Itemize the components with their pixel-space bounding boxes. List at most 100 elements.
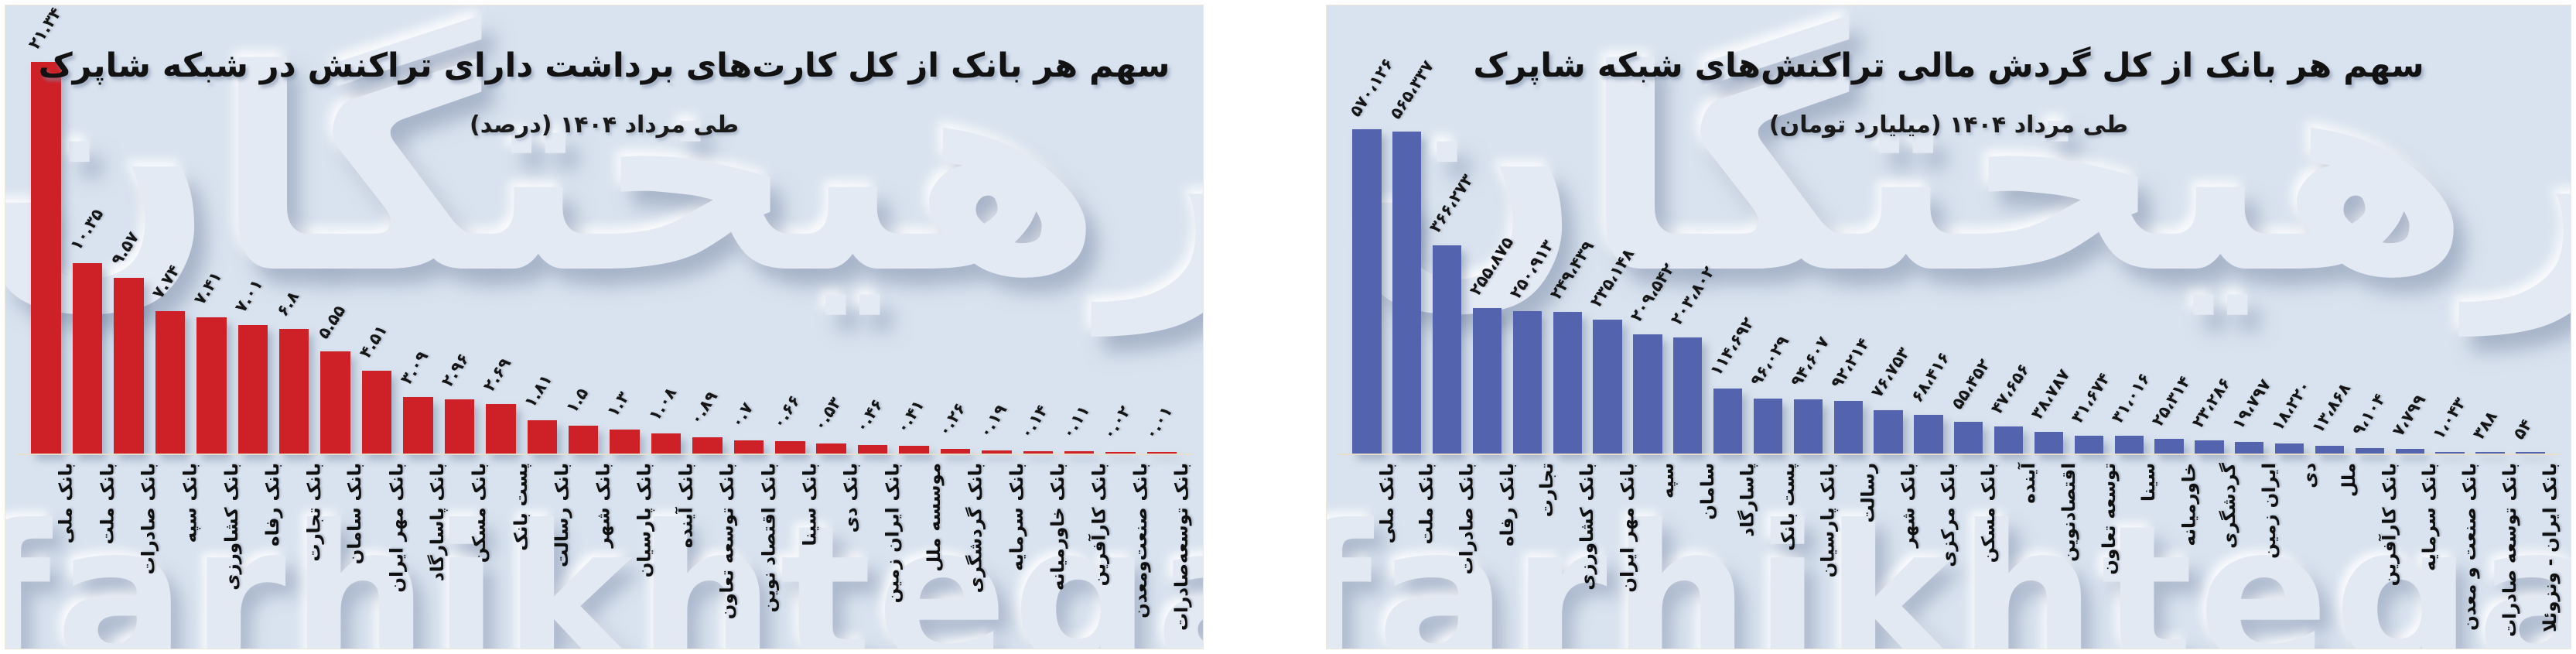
bar-column: ۴.۵۱ بانک مهر ایران xyxy=(355,50,407,593)
bar-value-label: ۷۶،۷۵۳ xyxy=(1867,344,1914,401)
bar xyxy=(155,311,186,454)
bar xyxy=(1954,422,1983,454)
bar xyxy=(1633,334,1662,454)
bar-column: ۲۱.۳۴ بانک ملی xyxy=(25,5,77,543)
bar-column: ۱۰.۳۵ بانک ملت xyxy=(66,50,118,545)
bar xyxy=(279,328,309,454)
watermark-latin: farhikhtegan xyxy=(5,484,1203,649)
bar-column: ۰.۱۱ بانک کارآفرین xyxy=(1057,50,1110,586)
bar-column: ۱.۰۸ بانک آینده xyxy=(644,50,696,548)
bar-plot: ۵۷۰،۱۲۶ بانک ملی ۵۶۵،۳۳۷ بانک ملت ۳۶۶،۲۷۳ بان… xyxy=(1338,55,2561,637)
bar-column: ۹۲،۲۱۴ رسالت xyxy=(1827,121,1878,523)
bar xyxy=(1833,401,1863,454)
bar-category-label: بانک شهر xyxy=(593,463,614,548)
bar-category-label: بانک ایران - ونزوئلا xyxy=(2540,463,2561,633)
bar xyxy=(2235,442,2264,454)
bar xyxy=(1994,426,2024,454)
bar-category-label: بانک ملت xyxy=(97,463,118,545)
bar-category-label: بانک کارآفرین xyxy=(2380,463,2400,587)
bar-category-label: بانک ملت xyxy=(1416,463,1437,545)
bar xyxy=(692,437,723,454)
bar-value-label: ۲۵،۳۱۴ xyxy=(2147,372,2195,430)
bar-column: ۳۱،۶۷۴ توسعه تعاون xyxy=(2068,121,2119,575)
bar xyxy=(982,450,1012,454)
bar-category-label: سپه xyxy=(1657,463,1678,498)
bar-column: ۳۸،۷۸۷ اقتصادنوین xyxy=(2028,121,2079,562)
bar-category-label: بانک شهر xyxy=(1898,463,1919,548)
bar xyxy=(1472,307,1502,454)
bar xyxy=(1064,451,1095,454)
bar-value-label: ۲.۶۹ xyxy=(479,354,515,395)
bar xyxy=(444,399,475,454)
bar xyxy=(1352,128,1382,454)
bar-value-label: ۰.۴۶ xyxy=(851,395,887,437)
bar xyxy=(2395,449,2424,454)
bar-value-label: ۱۰.۳۵ xyxy=(66,205,107,255)
bar xyxy=(1105,451,1136,454)
bar xyxy=(527,420,557,454)
bar-value-label: ۹۲،۲۱۴ xyxy=(1826,334,1874,392)
bar-value-label: ۷.۷۴ xyxy=(149,262,184,303)
bar-column: ۲.۹۶ بانک مسکن xyxy=(438,50,490,563)
bar-column: ۳.۰۹ بانک پاسارگاد xyxy=(397,50,449,581)
bar-value-label: ۱۳،۸۶۸ xyxy=(2308,379,2355,437)
bar xyxy=(2435,451,2465,454)
bar-value-label: ۹.۵۷ xyxy=(107,228,143,269)
bar-column: ۱۸،۲۲۰ دی xyxy=(2268,121,2319,488)
bar-column: ۲۵،۳۱۴ خاورمیانه xyxy=(2148,121,2199,546)
bar-category-label: پاسارگاد xyxy=(1737,463,1758,537)
bar-category-label: بانک گردشگری xyxy=(965,463,986,594)
bar-column: ۱۱۴،۶۹۲ پاسارگاد xyxy=(1707,121,1758,536)
bar-category-label: بانک مهر ایران xyxy=(387,463,408,593)
bar-column: ۵۴ بانک ایران - ونزوئلا xyxy=(2509,121,2560,632)
bar xyxy=(2195,440,2224,454)
bar-value-label: ۰.۶۶ xyxy=(768,392,805,433)
bar-column: ۰.۱۴ بانک خاورمیانه xyxy=(1016,50,1068,591)
chart-title: سهم هر بانک از کل کارت‌های برداشت دارای … xyxy=(38,46,1170,85)
bar-category-label: بانک آینده xyxy=(676,463,697,549)
bar-value-label: ۰.۱۱ xyxy=(1057,402,1094,443)
bar-column: ۹۴،۶۰۷ بانک پارسیان xyxy=(1787,121,1838,577)
watermark-persian: فرهیختگان xyxy=(5,10,1203,334)
bar xyxy=(940,448,971,454)
bar-category-label: بانک کشاورزی xyxy=(1577,463,1598,591)
bar-category-label: بانک رفاه xyxy=(262,463,283,546)
bar-value-label: ۲۳،۲۸۶ xyxy=(2188,374,2234,431)
bar-value-label: ۶.۸ xyxy=(272,287,303,320)
bar-category-label: بانک کشاورزی xyxy=(221,463,242,591)
bar-column: ۱،۰۴۳ بانک صنعت و معدن xyxy=(2429,121,2480,631)
bar-column: ۱.۳ بانک پارسیان xyxy=(603,50,655,577)
bar-column: ۳۱،۰۱۶ سینا xyxy=(2108,121,2159,502)
bar-value-label: ۷،۷۹۹ xyxy=(2388,391,2430,440)
bar-column: ۰.۴۱ موسسه ملل xyxy=(893,50,945,572)
bar-category-label: بانک مسکن xyxy=(469,463,490,563)
bar xyxy=(1874,409,1903,454)
bar-category-label: بانک پارسیان xyxy=(634,463,655,578)
bar xyxy=(2475,451,2505,454)
bar-column: ۰.۸۹ بانک توسعه تعاون xyxy=(686,50,738,619)
bar xyxy=(568,426,599,454)
bar xyxy=(2275,443,2304,454)
bar-category-label: بانک مرکزی xyxy=(1938,463,1959,567)
bar-category-label: بانک سپه xyxy=(179,463,200,543)
bar-column: ۳۸۸ بانک توسعه صادرات xyxy=(2469,121,2520,637)
bar xyxy=(2074,435,2104,454)
bar xyxy=(1553,311,1582,454)
bar-category-label: بانک تجارت xyxy=(304,463,325,562)
bar-column: ۷.۴۱ بانک کشاورزی xyxy=(190,50,242,591)
bar-value-label: ۱.۰۸ xyxy=(644,384,680,425)
bar xyxy=(1673,337,1703,454)
bar-value-label: ۰.۷ xyxy=(727,399,757,432)
bar-column: ۹۶،۰۲۹ پست بانک xyxy=(1747,121,1798,551)
bar-column: ۰.۰۱ بانک توسعه‌صادرات xyxy=(1140,50,1192,631)
bar-category-label: گردشگری xyxy=(2219,463,2239,549)
bar xyxy=(857,445,888,454)
bar-value-label: ۹۶،۰۲۹ xyxy=(1747,332,1793,390)
bar-category-label: ملل xyxy=(2339,463,2360,498)
bar-category-label: سینا xyxy=(2139,463,2160,502)
bar-column: ۶.۸ بانک تجارت xyxy=(272,50,325,561)
bar-column: ۱.۸۱ بانک رسالت xyxy=(521,50,572,567)
bar-category-label: بانک توسعه تعاون xyxy=(717,463,738,620)
bar-category-label: ایران زمین xyxy=(2259,463,2280,559)
bar-value-label: ۵۴ xyxy=(2509,415,2536,443)
